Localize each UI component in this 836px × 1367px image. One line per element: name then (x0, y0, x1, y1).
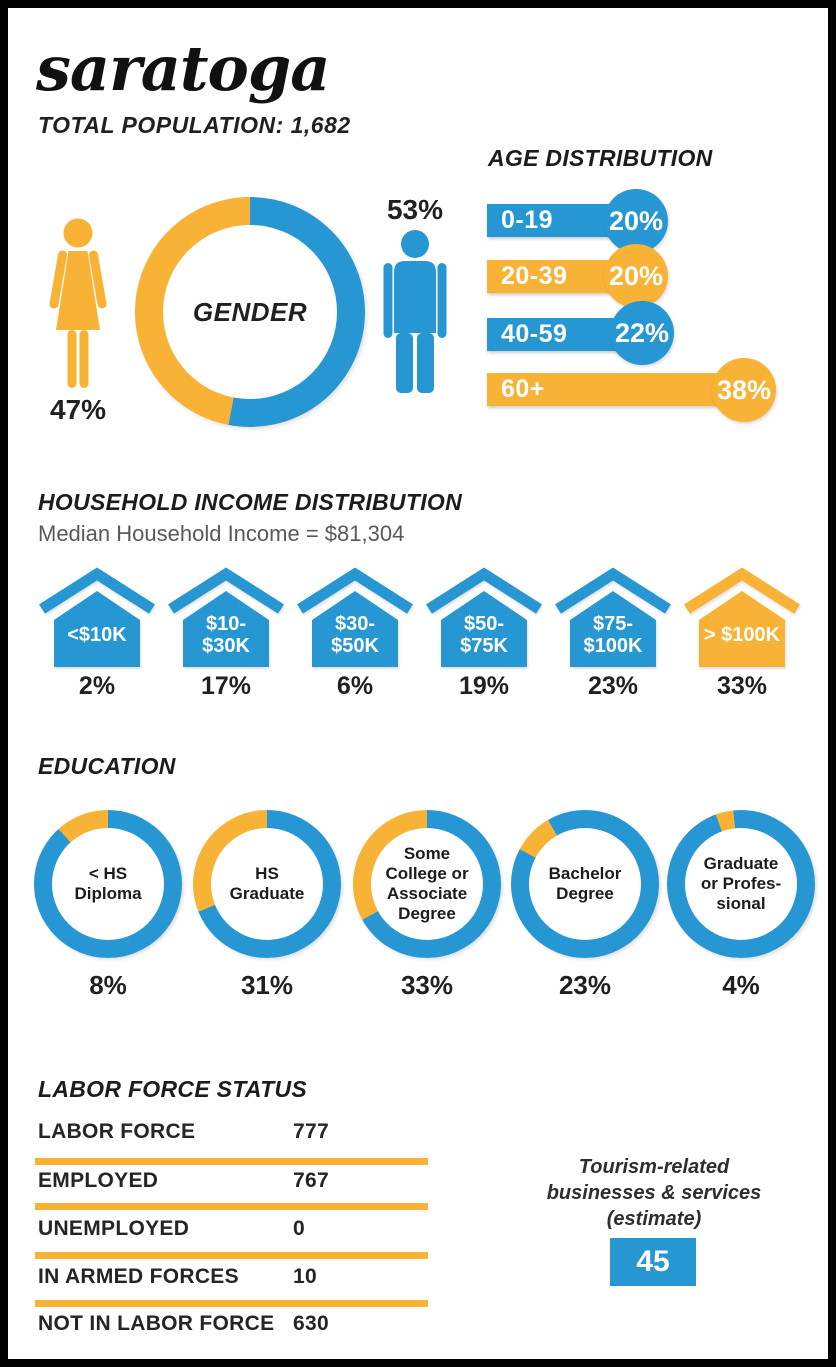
age-bar-label: 40-59 (501, 320, 568, 348)
income-percentage: 33% (716, 672, 768, 700)
age-value-bubble: 20% (604, 244, 668, 308)
divider-line (35, 1252, 428, 1259)
age-value-bubble: 20% (604, 189, 668, 253)
divider-line (35, 1300, 428, 1307)
age-distribution-title: AGE DISTRIBUTION (488, 145, 713, 171)
house-icon: $10- $30K (166, 563, 286, 667)
page-title: saratoga (36, 32, 330, 105)
male-percentage: 53% (386, 194, 444, 225)
age-value-bubble: 38% (712, 358, 776, 422)
income-percentage: 6% (336, 672, 374, 700)
labor-row: LABOR FORCE 777 (38, 1120, 329, 1143)
female-icon (49, 218, 107, 388)
gender-donut-hole: GENDER (163, 225, 337, 399)
income-percentage: 2% (78, 672, 116, 700)
male-icon (383, 230, 447, 393)
tourism-caption: Tourism-related businesses & services (e… (546, 1156, 762, 1230)
house-icon: $30- $50K (295, 563, 415, 667)
education-donut: < HS Diploma (34, 810, 182, 958)
income-percentage: 19% (458, 672, 510, 700)
labor-row: IN ARMED FORCES 10 (38, 1265, 317, 1288)
education-percentage: 4% (722, 970, 760, 1000)
education-percentage: 23% (558, 970, 612, 1000)
house-icon: $50- $75K (424, 563, 544, 667)
labor-row: UNEMPLOYED 0 (38, 1217, 305, 1240)
age-value-bubble: 22% (610, 301, 674, 365)
total-population-label: TOTAL POPULATION: 1,682 (38, 112, 351, 138)
age-bar-label: 0-19 (501, 206, 554, 234)
education-donut: Some College or Associate Degree (353, 810, 501, 958)
gender-donut-chart: GENDER (135, 197, 365, 427)
income-percentage: 17% (200, 672, 252, 700)
age-bar-60-plus: 60+ (487, 373, 744, 406)
income-distribution-title: HOUSEHOLD INCOME DISTRIBUTION (38, 489, 462, 515)
education-percentage: 31% (240, 970, 294, 1000)
tourism-count: 45 (636, 1245, 670, 1278)
divider-line (35, 1203, 428, 1210)
labor-row: NOT IN LABOR FORCE 630 (38, 1312, 329, 1335)
labor-force-title: LABOR FORCE STATUS (38, 1076, 308, 1102)
age-bar-label: 20-39 (501, 262, 568, 290)
education-donut: Graduate or Profes- sional (667, 810, 815, 958)
house-icon: <$10K (37, 563, 157, 667)
education-percentage: 33% (400, 970, 454, 1000)
female-percentage: 47% (49, 394, 107, 425)
divider-line (35, 1158, 428, 1165)
house-icon: > $100K (682, 563, 802, 667)
income-percentage: 23% (587, 672, 639, 700)
house-icon: $75- $100K (553, 563, 673, 667)
gender-label: GENDER (192, 296, 308, 327)
education-percentage: 8% (89, 970, 127, 1000)
education-title: EDUCATION (38, 753, 176, 779)
age-bar-label: 60+ (501, 375, 545, 403)
tourism-count-box: 45 (610, 1238, 696, 1286)
education-donut: Bachelor Degree (511, 810, 659, 958)
education-donut: HS Graduate (193, 810, 341, 958)
labor-row: EMPLOYED 767 (38, 1169, 329, 1192)
median-income-label: Median Household Income = $81,304 (38, 521, 405, 546)
